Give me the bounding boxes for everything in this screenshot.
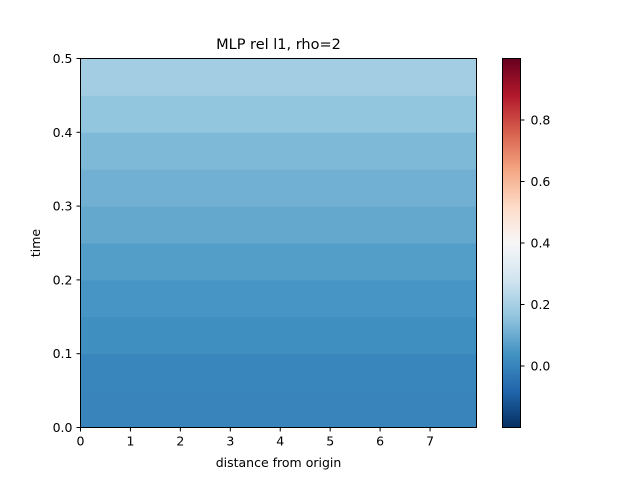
heatmap-cell: [80, 316, 477, 355]
x-tick-label: 3: [226, 434, 234, 449]
heatmap-cell: [80, 132, 477, 170]
x-tick-label: 5: [326, 434, 334, 449]
y-tick-label: 0.1: [53, 346, 73, 361]
colorbar-tick-label: 0.6: [531, 174, 551, 189]
y-tick-label: 0.3: [53, 199, 73, 214]
y-tick-label: 0.5: [53, 51, 73, 66]
y-axis-label: time: [28, 229, 43, 258]
colorbar-tick-label: 0.8: [531, 113, 551, 128]
x-tick-label: 7: [426, 434, 434, 449]
heatmap-cell: [80, 95, 477, 133]
heatmap-cell: [80, 58, 477, 96]
heatmap-cell: [80, 353, 477, 392]
x-axis-label: distance from origin: [216, 455, 342, 470]
y-tick-label: 0.0: [53, 420, 73, 435]
colorbar-tick-label: 0.2: [531, 297, 551, 312]
heatmap-cell: [80, 279, 477, 318]
x-tick-label: 4: [276, 434, 284, 449]
heatmap-cell: [80, 243, 477, 281]
y-tick-label: 0.2: [53, 272, 73, 287]
y-tick-label: 0.4: [53, 125, 73, 140]
plot-frame: [80, 58, 477, 428]
y-axis: 0.0 0.1 0.2 0.3 0.4 0.5: [53, 51, 81, 435]
x-tick-label: 2: [176, 434, 184, 449]
chart-title: MLP rel l1, rho=2: [216, 37, 341, 53]
x-tick-label: 6: [376, 434, 384, 449]
colorbar-axis: 0.0 0.2 0.4 0.6 0.8: [520, 113, 551, 374]
heatmap-cells: [80, 58, 477, 428]
heatmap-cell: [80, 390, 477, 428]
colorbar: [502, 58, 521, 428]
x-axis: 0 1 2 3 4 5 6 7: [77, 427, 434, 449]
heatmap-cell: [80, 206, 477, 244]
heatmap-cell: [80, 169, 477, 207]
x-tick-label: 0: [77, 434, 85, 449]
x-tick-label: 1: [126, 434, 134, 449]
colorbar-tick-label: 0.4: [531, 236, 551, 251]
colorbar-tick-label: 0.0: [531, 359, 551, 374]
